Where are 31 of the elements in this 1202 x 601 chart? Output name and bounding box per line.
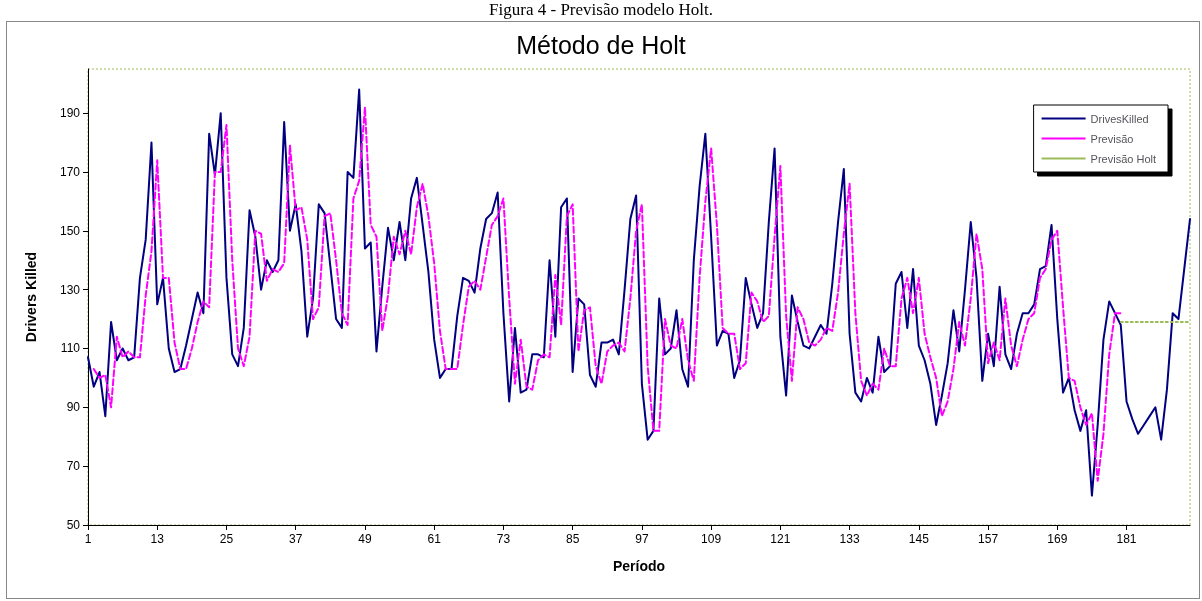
x-tick-label: 133	[839, 532, 860, 546]
x-tick-label: 25	[219, 532, 234, 546]
x-tick-label: 121	[770, 532, 791, 546]
x-tick-label: 109	[701, 532, 722, 546]
x-tick-label: 85	[565, 532, 580, 546]
x-tick-label: 145	[908, 532, 930, 546]
y-tick-label: 130	[59, 282, 81, 297]
text: Figura 4 - Previsão modelo Holt.	[488, 0, 714, 20]
x-tick-label: 37	[289, 532, 303, 546]
y-tick-label: 150	[59, 223, 81, 238]
x-tick-label: 49	[358, 532, 372, 546]
x-tick-label: 61	[427, 532, 442, 546]
y-tick-label: 110	[60, 341, 81, 356]
y-tick-label: 70	[66, 459, 81, 474]
x-tick-label: 97	[635, 532, 649, 546]
x-tick-label: 181	[1116, 532, 1137, 546]
legend-label: DrivesKilled	[1090, 112, 1149, 125]
x-tick-label: 73	[496, 532, 511, 546]
chart-title: Método de Holt	[516, 30, 686, 59]
x-tick-label: 13	[150, 532, 165, 546]
x-axis-title: Período	[612, 558, 666, 574]
y-tick-label: 50	[66, 518, 81, 532]
x-tick-label: 169	[1047, 532, 1068, 546]
y-axis-title: Drivers Killed	[23, 251, 39, 343]
y-tick-label: 90	[66, 400, 81, 415]
x-tick-label: 157	[978, 532, 999, 546]
legend-label: Previsão	[1090, 132, 1134, 145]
legend-label: Previsão Holt	[1090, 152, 1157, 165]
y-tick-label: 170	[59, 164, 81, 179]
x-tick-label: 1	[84, 532, 92, 546]
y-tick-label: 190	[59, 106, 81, 121]
